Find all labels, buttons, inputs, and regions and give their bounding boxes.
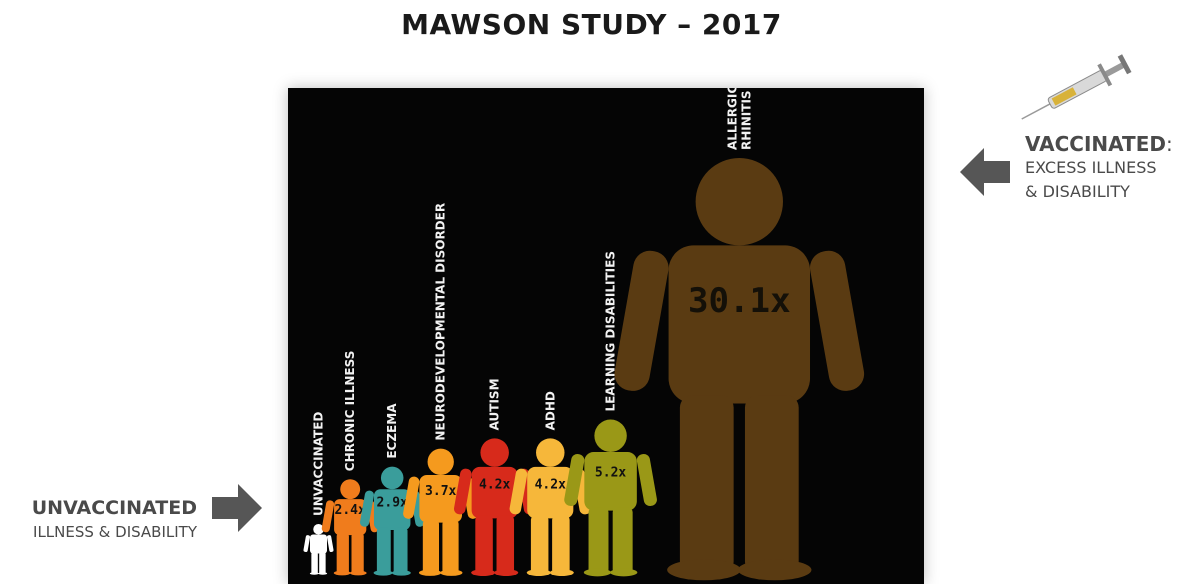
data-label-5: 4.2x [479,478,510,493]
child-figure-7 [564,419,657,577]
vaccinated-line2: & DISABILITY [1025,182,1130,201]
syringe-icon [1021,54,1132,120]
data-label-7: 5.2x [595,466,626,481]
category-label-5: AUTISM [488,378,502,430]
child-figure-6 [509,438,591,577]
category-label-7: LEARNING DISABILITIES [604,251,618,412]
category-label-6: ADHD [543,391,557,430]
data-label-3: 2.9x [377,495,408,510]
child-figure-8 [614,158,865,581]
child-figure-4 [403,448,479,576]
child-figure-2 [321,479,379,576]
arrow-left-icon [960,148,1010,196]
page-title: MAWSON STUDY – 2017 [401,8,782,41]
vaccinated-colon: : [1165,132,1173,156]
category-label-1: UNVACCINATED [312,412,326,516]
child-figure-1 [303,524,334,575]
vaccinated-note: VACCINATED: EXCESS ILLNESS & DISABILITY [1025,132,1173,204]
unvaccinated-line1: ILLNESS & DISABILITY [33,523,197,541]
child-figure-5 [453,438,536,577]
data-label-6: 4.2x [535,478,566,493]
arrow-right-icon [212,484,262,532]
vaccinated-line1: EXCESS ILLNESS [1025,158,1157,177]
data-label-8: 30.1x [688,281,791,321]
category-label-2: CHRONIC ILLNESS [343,351,357,472]
chart-panel: UNVACCINATED 2.4x CHRONIC ILLNESS 2.9x ECZEM… [288,88,924,584]
category-label-4: NEURODEVELOPMENTAL DISORDER [434,203,448,441]
category-label-3: ECZEMA [385,403,399,459]
unvaccinated-note: UNVACCINATED ILLNESS & DISABILITY [0,497,197,541]
chart-svg: UNVACCINATED 2.4x CHRONIC ILLNESS 2.9x ECZEM… [303,88,865,581]
vaccinated-title: VACCINATED [1025,132,1166,156]
category-label-8: ALLERGICRHINITIS [725,88,753,150]
data-label-4: 3.7x [425,484,456,499]
data-label-2: 2.4x [335,503,366,518]
unvaccinated-title: UNVACCINATED [31,497,197,519]
